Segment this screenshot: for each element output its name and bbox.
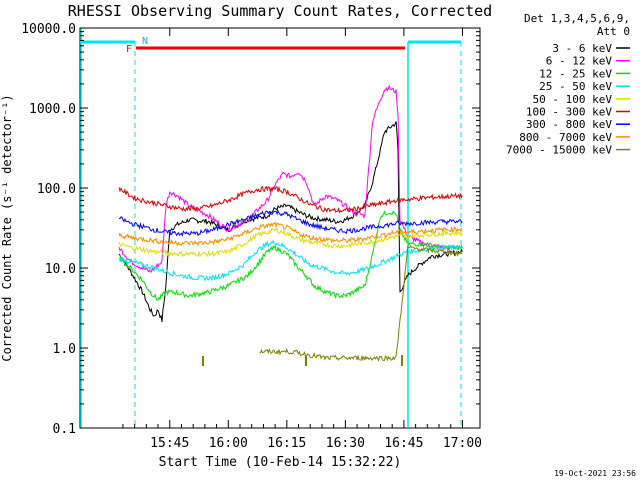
- series-line-5: [118, 185, 463, 214]
- y-axis-label: Corrected Count Rate (s⁻¹ detector⁻¹): [0, 94, 14, 361]
- series-line-2: [119, 210, 463, 302]
- series-line-3: [118, 239, 463, 282]
- x-axis: 15:45 16:00 16:15 16:30 16:45 17:00: [122, 28, 482, 451]
- series-line-1: [118, 84, 463, 273]
- legend-entry-label: 300 - 800 keV: [526, 118, 612, 131]
- attenuator-marks: [202, 355, 403, 366]
- x-tick-label: 16:00: [209, 436, 248, 451]
- x-tick-label: 16:30: [326, 436, 365, 451]
- x-tick-label: 15:45: [150, 436, 189, 451]
- y-tick-label: 100.0: [37, 182, 76, 197]
- legend-header-line2: Att 0: [597, 25, 630, 38]
- plot-frame: [79, 27, 481, 429]
- legend-entry-label: 100 - 300 keV: [526, 106, 612, 119]
- y-tick-label: 10000.0: [21, 22, 76, 37]
- y-tick-label: 0.1: [53, 422, 76, 437]
- series-line-7: [118, 221, 463, 247]
- legend-entry-label: 50 - 100 keV: [533, 93, 613, 106]
- night-flag-label: N: [142, 36, 148, 47]
- y-axis: 10000.0 1000.0 100.0 10.0 1.0 0.1: [21, 22, 480, 437]
- chart-title: RHESSI Observing Summary Count Rates, Co…: [68, 2, 492, 20]
- y-tick-label: 10.0: [45, 262, 76, 277]
- legend-entry-label: 25 - 50 keV: [539, 80, 612, 93]
- timestamp: 19-Oct-2021 23:56: [554, 469, 636, 478]
- legend-entry-label: 12 - 25 keV: [539, 67, 612, 80]
- legend-entry-label: 800 - 7000 keV: [519, 131, 612, 144]
- series-line-8: [259, 244, 463, 362]
- legend-entry-label: 7000 - 15000 keV: [506, 144, 612, 157]
- x-tick-label: 16:15: [267, 436, 306, 451]
- series-line-6: [118, 209, 463, 237]
- flare-flag-label: F: [126, 44, 132, 55]
- series-line-4: [118, 227, 463, 258]
- x-axis-label: Start Time (10-Feb-14 15:32:22): [159, 455, 402, 470]
- y-tick-label: 1000.0: [29, 102, 76, 117]
- x-tick-label: 17:00: [443, 436, 482, 451]
- x-tick-label: 16:45: [384, 436, 423, 451]
- series-line-0: [118, 121, 463, 322]
- series-lines: [118, 84, 463, 362]
- legend-header-line1: Det 1,3,4,5,6,9,: [524, 12, 630, 25]
- legend-entry-label: 3 - 6 keV: [552, 42, 612, 55]
- y-tick-label: 1.0: [53, 342, 76, 357]
- legend-entry-label: 6 - 12 keV: [546, 55, 613, 68]
